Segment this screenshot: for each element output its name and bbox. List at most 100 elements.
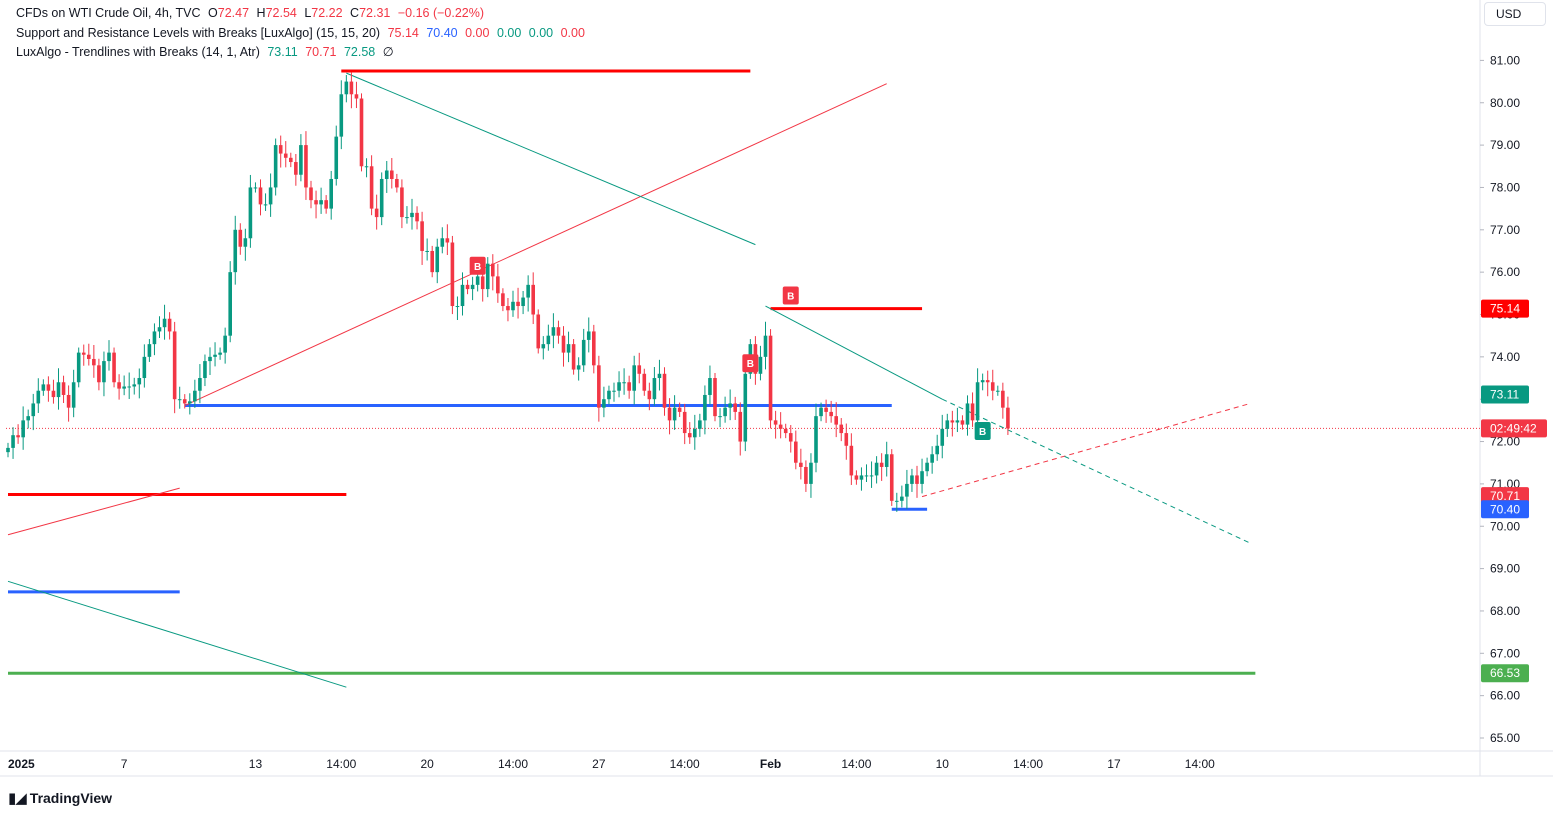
price-tick-label: 78.00 [1490, 180, 1520, 194]
candle-body [56, 382, 61, 398]
legend-trendline-row[interactable]: LuxAlgo - Trendlines with Breaks (14, 1,… [16, 43, 589, 63]
price-label-box [1481, 419, 1547, 438]
candle-body [925, 462, 929, 472]
legend-low-label: L [304, 6, 312, 20]
candle-body [31, 403, 36, 417]
candle-body [889, 454, 894, 501]
candle-body [1006, 407, 1010, 429]
price-tick-label: 65.00 [1490, 731, 1520, 745]
legend-low: 72.22 [311, 6, 343, 20]
price-tick-label: 67.00 [1490, 646, 1520, 660]
candle-body [485, 263, 490, 290]
candle-body [915, 475, 919, 484]
candle-body [819, 407, 823, 417]
candle-body [672, 407, 677, 421]
currency-button[interactable]: USD [1484, 2, 1546, 26]
candle-body [258, 187, 263, 205]
break-label-box [782, 286, 799, 305]
candle-body [445, 238, 450, 243]
candle-body [177, 399, 182, 401]
candle-body [41, 384, 46, 391]
legend-symbol-name: CFDs on WTI Crude Oil, 4h, TVC [16, 6, 201, 20]
time-axis[interactable]: 2025 7 13 14:00 20 14:00 27 14:00 Feb 14:00 10 14:0… [8, 757, 1215, 771]
candle-body [223, 335, 227, 353]
candle-body [294, 162, 298, 175]
candle-body [965, 403, 970, 425]
candle-body [379, 178, 384, 218]
candle-body [410, 212, 414, 218]
price-tick-label: 72.00 [1490, 435, 1520, 449]
legend-sr-v1: 75.14 [387, 25, 419, 40]
price-tick-label: 77.00 [1490, 223, 1520, 237]
price-label-text: 70.40 [1490, 502, 1520, 516]
candle-body [768, 335, 773, 421]
candle-body [112, 352, 116, 383]
candle-body [869, 475, 874, 477]
candle-body [607, 390, 611, 400]
candle-body [127, 386, 131, 388]
break-label-box [974, 421, 991, 440]
candlesticks [6, 72, 1010, 512]
candle-body [228, 272, 232, 336]
candle-body [905, 483, 909, 497]
candle-body [864, 475, 869, 477]
candle-body [213, 354, 217, 357]
tradingview-logo[interactable]: ▮◢ TradingView [8, 789, 112, 807]
candle-body [667, 407, 672, 421]
candle-body [162, 318, 167, 328]
candle-body [990, 382, 995, 391]
candle-body [930, 454, 934, 463]
candle-body [839, 424, 844, 434]
trendline [7, 580, 347, 688]
candle-body [324, 200, 328, 209]
candle-body [571, 344, 576, 370]
legend-sr-v5: 0.00 [528, 25, 554, 40]
candle-body [455, 306, 460, 308]
time-tick-label: 14:00 [670, 757, 700, 771]
legend-symbol-row[interactable]: CFDs on WTI Crude Oil, 4h, TVC O72.47 H7… [16, 4, 589, 24]
break-label-text: B [747, 359, 754, 370]
candle-body [698, 420, 702, 429]
candle-body [758, 356, 763, 374]
candle-body [289, 157, 293, 163]
candle-body [854, 475, 859, 480]
candle-body [955, 420, 960, 423]
candle-body [16, 435, 20, 438]
candle-body [278, 145, 283, 154]
price-label-box [1481, 385, 1529, 404]
candle-body [728, 403, 732, 408]
candle-body [763, 335, 768, 357]
candle-body [980, 380, 985, 383]
candle-body [299, 145, 303, 175]
candle-body [6, 447, 10, 453]
candle-body [652, 378, 657, 400]
candle-body [157, 327, 162, 332]
candle-body [167, 318, 172, 332]
candle-body [935, 445, 939, 455]
candle-body [703, 394, 707, 421]
legend-tl-v1: 73.11 [267, 45, 298, 59]
candle-body [349, 81, 354, 95]
candle-body [314, 200, 318, 205]
candle-body [788, 433, 793, 442]
candle-body [390, 170, 394, 179]
candle-body [374, 208, 379, 218]
price-label-box [1481, 299, 1529, 318]
candle-body [11, 435, 15, 448]
candle-body [879, 462, 884, 467]
candle-body [152, 331, 157, 345]
candle-body [172, 331, 177, 400]
candle-body [592, 331, 596, 366]
time-tick-label: 17 [1107, 757, 1121, 771]
candle-body [506, 306, 510, 311]
break-label-text: B [979, 427, 986, 438]
tradingview-brand: TradingView [29, 790, 113, 806]
time-tick-label: Feb [760, 757, 781, 771]
price-tick-label: 80.00 [1490, 96, 1520, 110]
candle-body [960, 420, 965, 425]
price-label-box [1481, 500, 1529, 519]
legend-sr-row[interactable]: Support and Resistance Levels with Break… [16, 24, 589, 44]
candle-body [526, 284, 530, 298]
break-label-box [469, 256, 486, 275]
